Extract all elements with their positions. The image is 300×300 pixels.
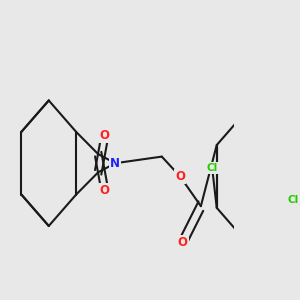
Text: O: O (175, 170, 185, 183)
Text: O: O (178, 236, 188, 249)
Text: Cl: Cl (287, 194, 299, 205)
Text: O: O (100, 130, 110, 142)
Text: Cl: Cl (207, 163, 218, 173)
Text: O: O (100, 184, 110, 197)
Text: N: N (110, 157, 120, 170)
